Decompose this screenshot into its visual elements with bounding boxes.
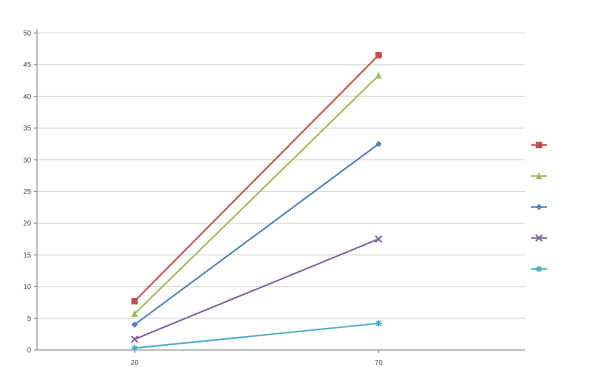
axes-layer: 0 5 10 15 20 25 30 35 40 45 50 20 70 [23, 29, 525, 367]
legend-swatch-marker [535, 141, 543, 149]
data-point-s4-2 [374, 235, 383, 243]
data-point-s4-1 [130, 335, 139, 343]
series-line-4 [134, 238, 379, 340]
series-1 [131, 51, 382, 305]
grid-layer [37, 32, 525, 319]
y-tick-label: 35 [23, 126, 31, 133]
series-5 [131, 320, 382, 352]
series-line-2 [134, 74, 380, 315]
legend-swatch-marker [535, 265, 543, 273]
y-tick-label: 45 [23, 62, 31, 69]
data-point-s2-1 [131, 310, 138, 318]
legend-item-2 [531, 172, 547, 180]
x-tick-label: 70 [375, 360, 383, 367]
data-point-s5-2 [375, 320, 382, 327]
y-tick-label: 40 [23, 94, 31, 101]
y-tick-label: 20 [23, 221, 31, 228]
x-tick-label: 20 [131, 360, 139, 367]
data-point-s3-1 [131, 321, 138, 328]
series-4 [130, 235, 383, 343]
legend [531, 141, 547, 273]
legend-swatch-marker [535, 203, 543, 211]
legend-item-1 [531, 141, 547, 149]
y-tick-label: 50 [23, 31, 31, 38]
y-tick-label: 15 [23, 252, 31, 259]
y-tick-label: 25 [23, 189, 31, 196]
legend-item-4 [531, 234, 547, 242]
series-line-5 [134, 322, 379, 349]
data-point-s5-1 [131, 344, 138, 352]
data-point-s1-1 [131, 297, 138, 305]
series-layer [130, 51, 383, 352]
y-tick-label: 30 [23, 157, 31, 164]
legend-swatch-marker [535, 234, 543, 242]
data-point-s1-2 [375, 51, 382, 59]
y-tick-label: 0 [27, 348, 31, 355]
y-tick-label: 10 [23, 284, 31, 291]
legend-item-5 [531, 265, 547, 273]
series-line-1 [134, 54, 380, 302]
y-tick-label: 5 [27, 316, 31, 323]
series-2 [131, 71, 382, 318]
data-point-s3-2 [375, 140, 382, 148]
series-3 [131, 140, 382, 328]
series-line-3 [134, 143, 380, 326]
data-point-s2-2 [375, 71, 382, 79]
legend-swatch-marker [535, 172, 543, 180]
legend-item-3 [531, 203, 547, 211]
